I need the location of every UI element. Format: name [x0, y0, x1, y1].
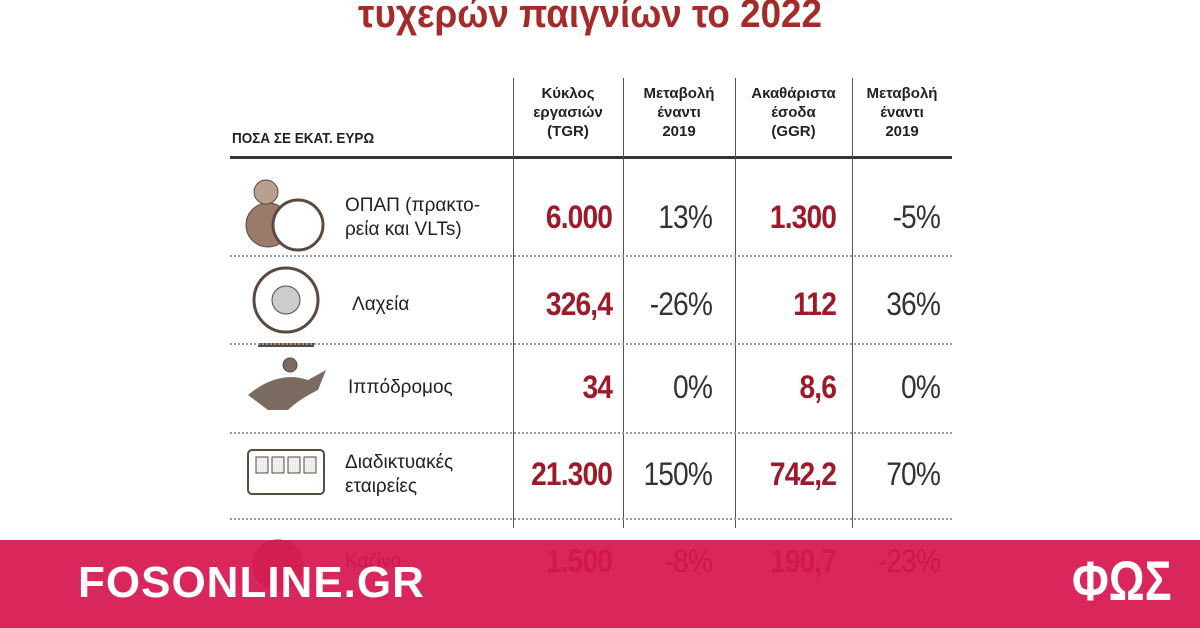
footer-banner	[0, 540, 1200, 628]
name-line: ρεία και VLTs)	[345, 219, 462, 240]
cell: 70%	[886, 456, 941, 492]
name-line: Διαδικτυακές	[345, 452, 454, 473]
cell: 1.300	[769, 199, 837, 235]
column-header: Ακαθάριστα έσοδα (GGR)	[735, 84, 852, 141]
site-name: FOSONLINE.GR	[78, 558, 425, 607]
column-header: Μεταβολή έναντι 2019	[623, 84, 735, 141]
header-line: (TGR)	[547, 123, 589, 140]
header-line: εργασιών	[533, 104, 603, 121]
name-line: εταιρείες	[345, 476, 418, 497]
row-name: Διαδικτυακές εταιρείες	[345, 451, 453, 499]
header-line: Κύκλος	[541, 85, 595, 102]
cell: 150%	[643, 456, 712, 492]
cell: -5%	[892, 199, 941, 235]
row-separator	[230, 518, 952, 520]
row-name: Ιππόδρομος	[348, 376, 453, 400]
cell: 742,2	[769, 456, 837, 492]
name-line: Ιππόδρομος	[348, 377, 453, 398]
column-header: Κύκλος εργασιών (TGR)	[513, 84, 623, 141]
title: τυχερών παιγνίων το 2022	[358, 0, 822, 36]
cell: 21.300	[531, 456, 613, 492]
logo: ΦΩΣ	[1072, 549, 1172, 612]
cell: 36%	[886, 286, 941, 322]
column-divider	[623, 78, 624, 528]
header-line: Μεταβολή	[866, 85, 938, 102]
header-line: έναντι	[657, 104, 701, 121]
column-divider	[513, 78, 514, 528]
name-line: Λαχεία	[352, 294, 410, 315]
cell: 8,6	[799, 369, 836, 405]
cell: 0%	[673, 369, 713, 405]
row-separator	[230, 255, 952, 257]
header-line: έναντι	[880, 104, 924, 121]
column-divider	[735, 78, 736, 528]
cell: -26%	[649, 286, 713, 322]
header-line: 2019	[885, 123, 919, 140]
header-line: Μεταβολή	[643, 85, 715, 102]
row-separator	[230, 432, 952, 434]
column-divider	[852, 78, 853, 528]
table-caption: ΠΟΣΑ ΣΕ ΕΚΑΤ. ΕΥΡΩ	[232, 130, 375, 147]
cell: 326,4	[545, 286, 613, 322]
row-name: Λαχεία	[352, 293, 409, 317]
name-line: ΟΠΑΠ (πρακτο-	[345, 195, 481, 216]
cell: 6.000	[545, 199, 613, 235]
cell: 0%	[901, 369, 941, 405]
row-separator	[230, 343, 952, 345]
header-line: 2019	[662, 123, 696, 140]
cell: 112	[793, 286, 837, 322]
header-line: έσοδα	[771, 104, 816, 121]
header-line: (GGR)	[771, 123, 816, 140]
header-line: Ακαθάριστα	[751, 85, 836, 102]
column-header: Μεταβολή έναντι 2019	[852, 84, 952, 141]
row-name: ΟΠΑΠ (πρακτο-ρεία και VLTs)	[345, 194, 480, 242]
cell: 34	[582, 369, 612, 405]
header-rule	[230, 156, 952, 159]
cell: 13%	[658, 199, 713, 235]
